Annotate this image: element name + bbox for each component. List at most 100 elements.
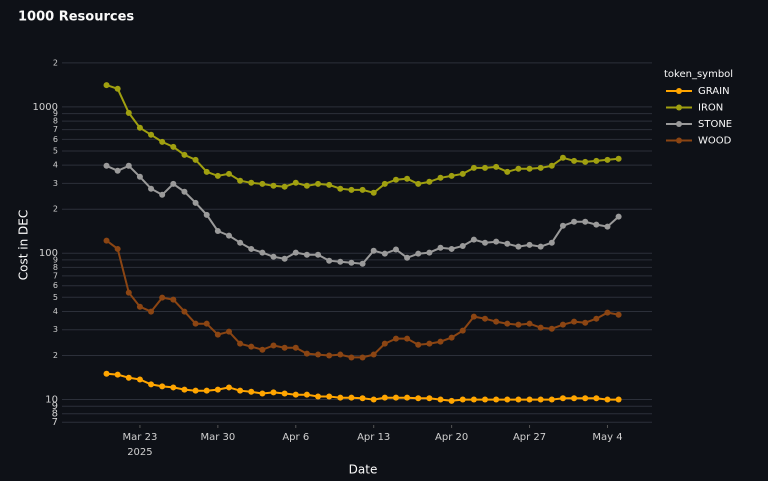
y-tick-label: 100 — [39, 248, 58, 259]
y-tick-label: 3 — [53, 325, 58, 334]
data-point — [582, 319, 589, 326]
legend-title: token_symbol — [664, 69, 733, 80]
data-point — [392, 335, 399, 342]
data-point — [359, 186, 366, 193]
data-point — [225, 384, 232, 391]
data-point — [315, 251, 322, 258]
data-point — [482, 239, 489, 246]
data-point — [448, 334, 455, 341]
data-point — [437, 174, 444, 181]
data-point — [125, 162, 132, 169]
data-point — [103, 162, 110, 169]
data-point — [582, 158, 589, 165]
data-point — [192, 387, 199, 394]
y-tick-label: 2 — [53, 351, 58, 360]
y-tick-label: 7 — [52, 417, 58, 428]
legend-label: WOOD — [698, 136, 732, 147]
data-point — [504, 168, 511, 175]
data-point — [159, 294, 166, 301]
data-point — [315, 180, 322, 187]
legend-marker — [676, 137, 682, 144]
y-tick-label: 8 — [52, 409, 58, 420]
data-point — [103, 370, 110, 377]
data-point — [615, 213, 622, 220]
data-point — [114, 245, 121, 252]
y-axis-label: Cost in DEC — [17, 210, 31, 280]
data-point — [270, 389, 277, 396]
data-point — [526, 165, 533, 172]
data-point — [326, 352, 333, 359]
data-point — [248, 388, 255, 395]
data-point — [515, 243, 522, 250]
data-point — [593, 157, 600, 164]
data-point — [225, 232, 232, 239]
x-tick-label: Apr 20 — [435, 432, 468, 443]
data-point — [493, 238, 500, 245]
y-tick-label: 7 — [53, 271, 58, 280]
data-point — [270, 342, 277, 349]
data-point — [303, 391, 310, 398]
data-point — [136, 376, 143, 383]
data-point — [404, 335, 411, 342]
data-point — [315, 351, 322, 358]
data-point — [181, 308, 188, 315]
data-point — [392, 394, 399, 401]
data-point — [381, 394, 388, 401]
data-point — [359, 354, 366, 361]
data-point — [103, 82, 110, 89]
data-point — [281, 344, 288, 351]
x-tick-label: Apr 6 — [282, 432, 309, 443]
chart-title: 1000 Resources — [18, 10, 134, 25]
data-point — [259, 180, 266, 187]
x-tick-label: Apr 27 — [513, 432, 546, 443]
data-point — [381, 250, 388, 257]
y-tick-label: 2 — [53, 58, 58, 67]
data-point — [604, 309, 611, 316]
data-point — [259, 390, 266, 397]
data-point — [404, 254, 411, 261]
data-point — [426, 178, 433, 185]
data-point — [203, 211, 210, 218]
y-tick-label: 3 — [53, 179, 58, 188]
legend-marker — [676, 121, 682, 127]
y-tick-label: 5 — [53, 146, 58, 155]
legend-marker — [676, 88, 682, 94]
data-point — [404, 394, 411, 401]
data-point — [303, 251, 310, 258]
y-tick-label: 4 — [53, 307, 58, 316]
y-tick-label: 5 — [53, 293, 58, 302]
data-point — [571, 218, 578, 225]
y-tick-label: 7 — [53, 125, 58, 134]
data-point — [582, 218, 589, 225]
data-point — [504, 240, 511, 247]
data-point — [459, 243, 466, 250]
data-point — [159, 383, 166, 390]
data-point — [148, 185, 155, 192]
data-point — [381, 340, 388, 347]
data-point — [493, 396, 500, 403]
x-tick-label: May 4 — [592, 432, 622, 443]
data-point — [170, 143, 177, 150]
data-point — [348, 354, 355, 361]
data-point — [326, 181, 333, 188]
data-point — [192, 320, 199, 327]
data-point — [270, 182, 277, 189]
data-point — [303, 350, 310, 357]
data-point — [593, 395, 600, 402]
data-point — [415, 395, 422, 402]
x-axis-label: Date — [349, 463, 378, 477]
data-point — [337, 351, 344, 358]
data-point — [337, 394, 344, 401]
data-point — [470, 313, 477, 320]
data-point — [426, 395, 433, 402]
y-tick-label: 1000 — [33, 102, 58, 113]
y-tick-label: 9 — [53, 109, 58, 118]
data-point — [114, 85, 121, 92]
legend-label: GRAIN — [698, 86, 730, 97]
data-point — [337, 258, 344, 265]
data-point — [548, 239, 555, 246]
data-point — [348, 259, 355, 266]
x-tick-year: 2025 — [127, 447, 152, 458]
data-point — [392, 176, 399, 183]
